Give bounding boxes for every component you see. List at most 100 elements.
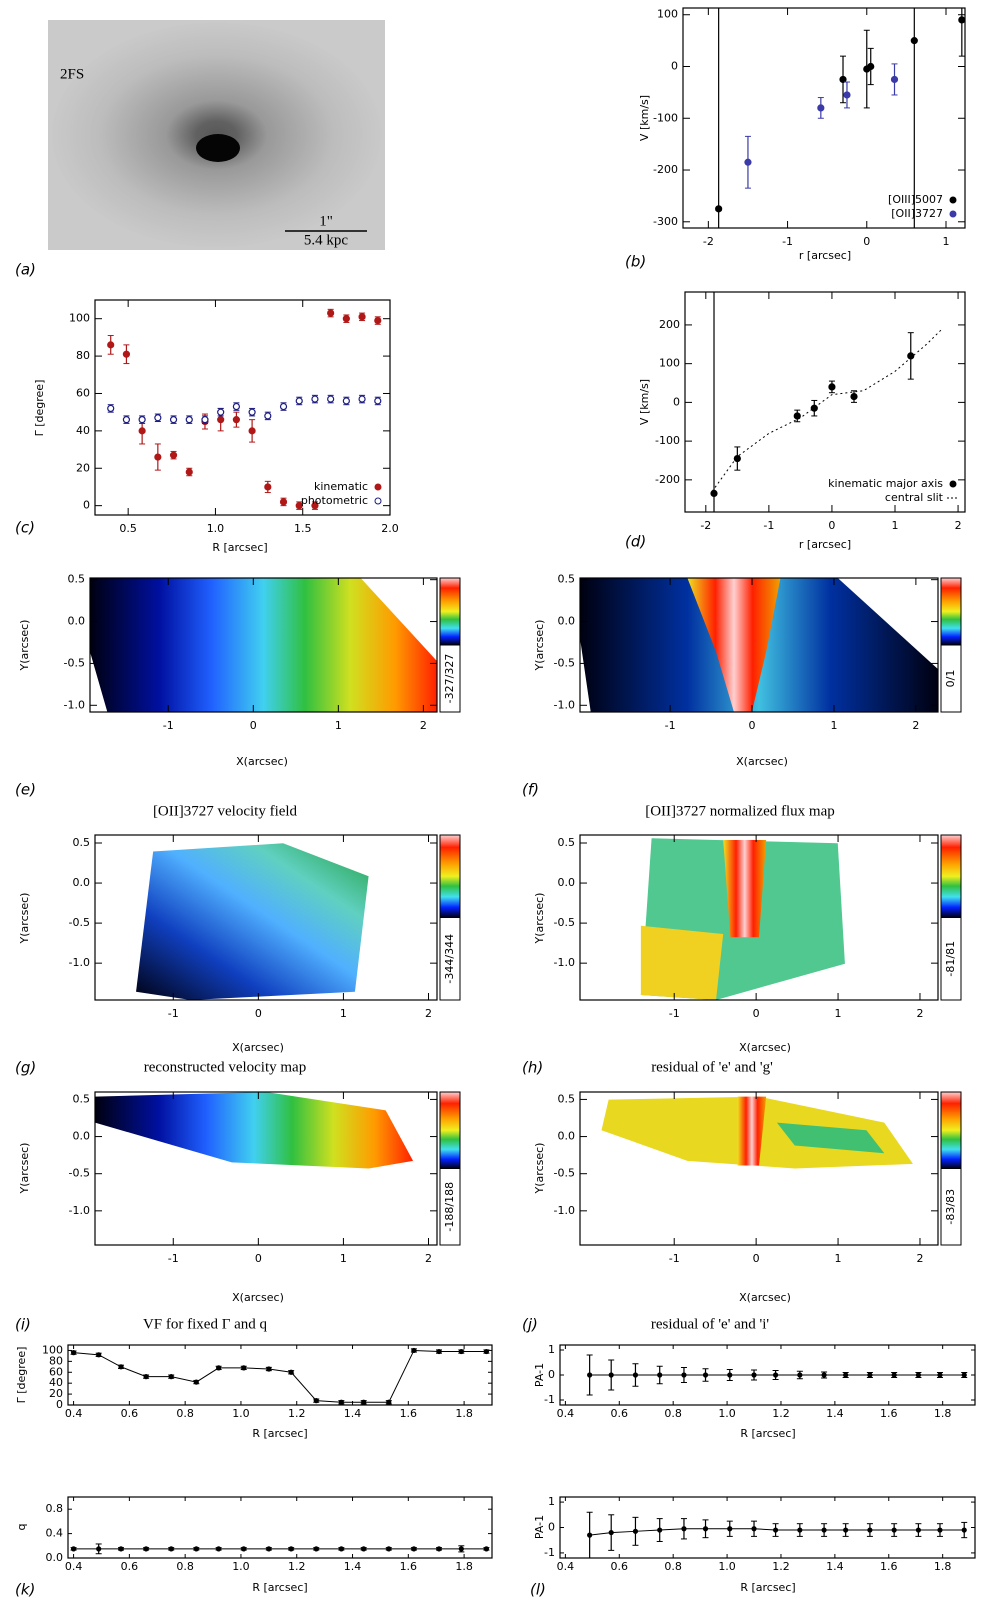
x-tick-label: 0.8	[176, 1560, 194, 1573]
y-axis-label: V [km/s]	[638, 95, 651, 141]
x-axis-label: X(arcsec)	[232, 1041, 284, 1054]
data-point	[710, 489, 718, 498]
x-axis-label: X(arcsec)	[736, 755, 788, 768]
legend-label: [OIII]5007	[888, 193, 943, 206]
plot-frame	[94, 299, 391, 516]
y-tick-label: 0.5	[558, 573, 576, 586]
y-tick-label: 0.0	[558, 615, 576, 628]
y-tick-label: 100	[42, 1343, 63, 1356]
map-region	[837, 578, 938, 670]
data-point	[143, 1374, 149, 1380]
data-point	[185, 468, 193, 476]
plot-frame	[684, 291, 966, 513]
y-tick-label: 0.0	[73, 1130, 91, 1143]
colorbar-label: -188/188	[443, 1182, 456, 1232]
x-axis-label: r [arcsec]	[799, 249, 851, 262]
data-point	[915, 1372, 922, 1378]
data-point	[411, 1347, 417, 1354]
map-region	[90, 651, 108, 712]
y-tick-label: -200	[653, 163, 678, 176]
plot-frame	[559, 1344, 976, 1406]
x-axis-label: X(arcsec)	[739, 1291, 791, 1304]
x-tick-label: 0	[255, 1007, 262, 1020]
data-point	[681, 1372, 687, 1378]
y-tick-label: -1.0	[554, 698, 575, 711]
x-tick-label: -1	[665, 719, 676, 732]
map-region	[90, 578, 437, 712]
y-tick-label: 80	[76, 349, 90, 362]
data-point	[241, 1546, 247, 1552]
colorbar-label: 0/1	[944, 670, 957, 688]
y-tick-label: 80	[49, 1354, 63, 1367]
y-tick-label: -1	[544, 1546, 555, 1559]
y-tick-label: 0.5	[558, 1092, 576, 1105]
y-tick-label: 0.0	[558, 1130, 576, 1143]
x-tick-label: -1	[168, 1252, 179, 1265]
x-tick-label: 2	[916, 1252, 923, 1265]
y-tick-label: -1.0	[69, 1204, 90, 1217]
data-point	[657, 1372, 663, 1378]
data-point	[138, 427, 146, 435]
data-point	[386, 1399, 392, 1405]
data-point	[937, 1527, 943, 1533]
panel-title: VF for fixed Γ and q	[143, 1316, 268, 1332]
x-tick-label: 1	[340, 1252, 347, 1265]
map-region	[776, 1122, 885, 1154]
panel-label: (e)	[15, 781, 36, 799]
x-tick-label: 1.2	[288, 1407, 306, 1420]
image-annotation: 1"	[319, 213, 333, 229]
x-tick-label: 1.0	[232, 1560, 250, 1573]
x-axis-label: R [arcsec]	[252, 1427, 307, 1440]
data-point	[232, 416, 240, 424]
colorbar	[439, 1091, 461, 1169]
x-tick-label: 0.8	[664, 1407, 682, 1420]
x-tick-label: 1.6	[400, 1560, 418, 1573]
data-point	[772, 1372, 779, 1378]
x-axis-label: R [arcsec]	[740, 1581, 795, 1594]
x-tick-label: 0.4	[557, 1407, 575, 1420]
data-point	[361, 1399, 367, 1405]
x-tick-label: 1.2	[288, 1560, 306, 1573]
y-tick-label: 40	[49, 1376, 63, 1389]
data-point	[216, 1546, 222, 1552]
plot-frame	[89, 577, 438, 713]
data-point	[338, 1399, 344, 1405]
y-tick-label: -200	[655, 473, 680, 486]
data-point	[96, 1546, 102, 1552]
x-tick-label: 1.8	[455, 1560, 473, 1573]
x-tick-label: 0.8	[176, 1407, 194, 1420]
y-tick-label: -0.5	[554, 1167, 575, 1180]
y-tick-label: 60	[49, 1365, 63, 1378]
galaxy-core	[196, 134, 240, 162]
data-point	[867, 1372, 873, 1378]
y-tick-label: 0.0	[46, 1551, 64, 1564]
x-axis-label: R [arcsec]	[740, 1427, 795, 1440]
colorbar-label-box	[940, 1168, 962, 1246]
data-point	[733, 454, 741, 463]
data-point	[374, 397, 382, 405]
panel-label: (b)	[625, 253, 646, 271]
data-point	[458, 1546, 464, 1552]
plot-frame	[579, 577, 939, 713]
data-point	[70, 1546, 77, 1552]
x-tick-label: -1	[763, 519, 774, 532]
data-point	[436, 1348, 442, 1355]
y-tick-label: 200	[659, 318, 680, 331]
x-tick-label: 1.0	[232, 1407, 250, 1420]
y-axis-label: Y(arcsec)	[18, 620, 31, 672]
x-axis-label: r [arcsec]	[799, 538, 851, 551]
colorbar-label-box	[439, 644, 461, 713]
x-tick-label: 1.5	[294, 522, 312, 535]
x-tick-label: 0.6	[611, 1407, 629, 1420]
x-axis-label: R [arcsec]	[212, 541, 267, 554]
y-axis-label: Γ [degree]	[15, 1347, 28, 1404]
data-point	[483, 1546, 490, 1552]
data-point	[266, 1546, 272, 1552]
y-axis-label: q	[15, 1524, 28, 1531]
y-tick-label: 1	[548, 1495, 555, 1508]
map-region	[723, 839, 767, 938]
data-point	[264, 483, 272, 491]
data-point	[107, 404, 115, 413]
data-point	[327, 309, 335, 317]
data-point	[122, 416, 131, 424]
